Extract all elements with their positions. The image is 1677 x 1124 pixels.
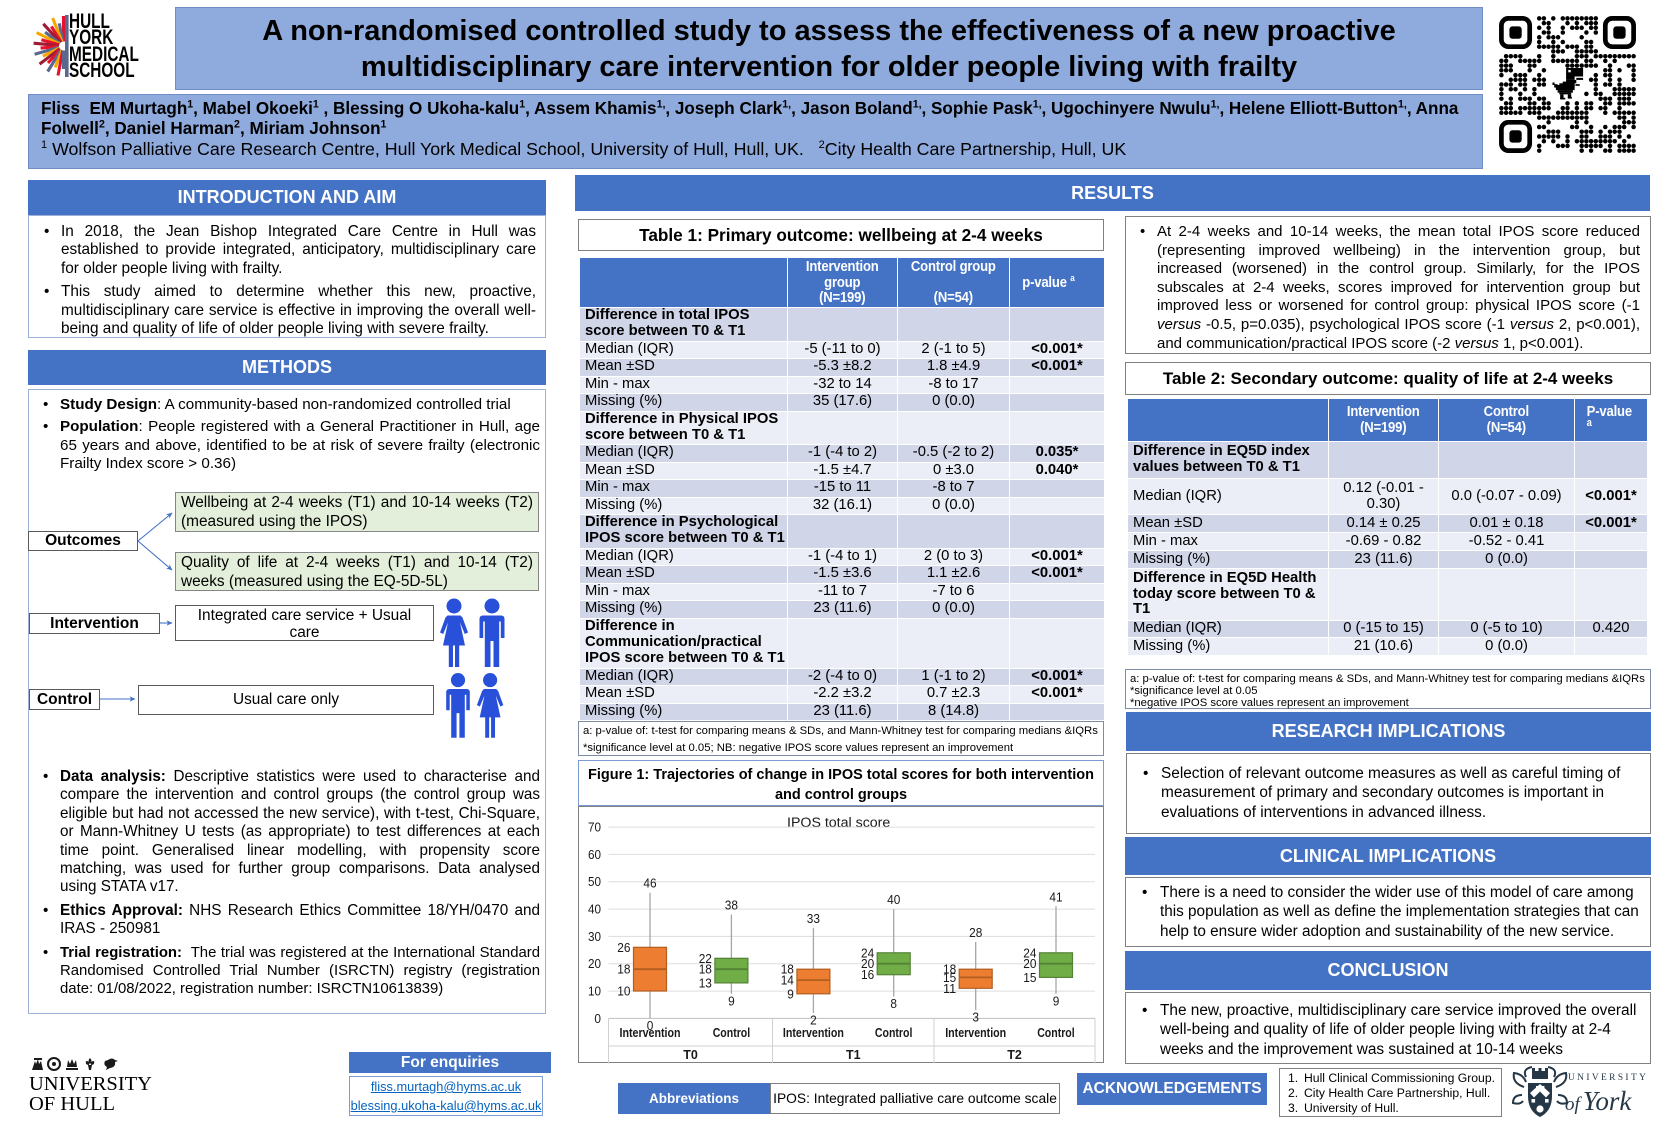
svg-text:UNIVERSITY: UNIVERSITY bbox=[1568, 1073, 1648, 1083]
svg-text:40: 40 bbox=[588, 902, 601, 917]
svg-text:14: 14 bbox=[781, 973, 794, 988]
svg-text:50: 50 bbox=[588, 874, 601, 889]
svg-text:11: 11 bbox=[943, 981, 956, 996]
svg-text:10: 10 bbox=[617, 984, 630, 999]
svg-text:9: 9 bbox=[787, 986, 794, 1001]
svg-text:28: 28 bbox=[969, 925, 982, 940]
svg-text:26: 26 bbox=[617, 940, 630, 955]
svg-text:24: 24 bbox=[861, 945, 874, 960]
svg-text:Control: Control bbox=[1037, 1025, 1075, 1040]
svg-text:22: 22 bbox=[699, 951, 712, 966]
svg-text:18: 18 bbox=[781, 962, 794, 977]
svg-text:18: 18 bbox=[617, 962, 630, 977]
svg-text:20: 20 bbox=[861, 956, 874, 971]
svg-text:60: 60 bbox=[588, 847, 601, 862]
svg-text:Intervention: Intervention bbox=[945, 1025, 1006, 1040]
svg-text:Control: Control bbox=[713, 1025, 751, 1040]
svg-text:T0: T0 bbox=[683, 1047, 698, 1062]
svg-text:Intervention: Intervention bbox=[783, 1025, 844, 1040]
svg-text:Intervention: Intervention bbox=[620, 1025, 681, 1040]
svg-text:2: 2 bbox=[810, 1012, 817, 1027]
svg-text:3: 3 bbox=[972, 1010, 979, 1025]
svg-text:15: 15 bbox=[943, 970, 956, 985]
svg-text:0: 0 bbox=[647, 1018, 654, 1033]
svg-text:18: 18 bbox=[699, 962, 712, 977]
svg-text:30: 30 bbox=[588, 929, 601, 944]
svg-text:9: 9 bbox=[728, 993, 735, 1008]
svg-text:Control: Control bbox=[875, 1025, 913, 1040]
svg-text:20: 20 bbox=[588, 956, 601, 971]
svg-text:20: 20 bbox=[1023, 956, 1036, 971]
svg-text:33: 33 bbox=[807, 911, 820, 926]
svg-text:24: 24 bbox=[1023, 945, 1036, 960]
svg-text:T2: T2 bbox=[1007, 1047, 1022, 1062]
svg-text:18: 18 bbox=[943, 962, 956, 977]
svg-text:T1: T1 bbox=[846, 1047, 861, 1062]
svg-text:13: 13 bbox=[699, 975, 712, 990]
svg-text:38: 38 bbox=[725, 898, 738, 913]
svg-text:40: 40 bbox=[887, 892, 900, 907]
svg-text:8: 8 bbox=[890, 996, 897, 1011]
svg-text:10: 10 bbox=[588, 984, 601, 999]
svg-text:41: 41 bbox=[1049, 889, 1062, 904]
svg-text:16: 16 bbox=[861, 967, 874, 982]
svg-text:9: 9 bbox=[1053, 993, 1060, 1008]
svg-text:0: 0 bbox=[594, 1011, 601, 1026]
svg-text:IPOS total score: IPOS total score bbox=[787, 815, 890, 831]
svg-text:46: 46 bbox=[643, 876, 656, 891]
svg-text:15: 15 bbox=[1023, 970, 1036, 985]
svg-text:70: 70 bbox=[588, 820, 601, 835]
